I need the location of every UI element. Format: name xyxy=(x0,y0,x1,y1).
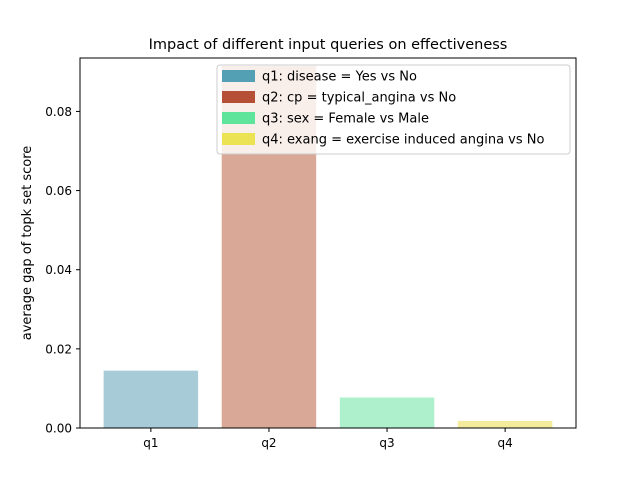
x-tick-label-q3: q3 xyxy=(379,436,394,450)
legend-label-q3: q3: sex = Female vs Male xyxy=(262,112,429,127)
bar-q1 xyxy=(103,370,199,428)
legend-swatch-q4 xyxy=(222,133,255,145)
y-axis-label: average gap of topk set score xyxy=(20,146,35,341)
legend: q1: disease = Yes vs No q2: cp = typical_… xyxy=(216,64,571,155)
chart-title: Impact of different input queries on eff… xyxy=(149,37,508,53)
bar-q4 xyxy=(457,420,553,428)
y-tick-label: 0.06 xyxy=(45,184,72,198)
bar-q3 xyxy=(339,397,435,428)
legend-swatch-q2 xyxy=(222,91,255,103)
legend-swatch-q3 xyxy=(222,112,255,124)
x-axis-ticks: q1 q2 q3 q4 xyxy=(143,428,513,450)
legend-entries: q1: disease = Yes vs No q2: cp = typical_… xyxy=(222,70,544,148)
x-tick-label-q4: q4 xyxy=(498,436,513,450)
x-tick-label-q1: q1 xyxy=(143,436,158,450)
plot-frame xyxy=(79,57,577,429)
y-tick-label: 0.00 xyxy=(45,422,72,436)
legend-label-q2: q2: cp = typical_angina vs No xyxy=(262,91,456,106)
legend-label-q4: q4: exang = exercise induced angina vs N… xyxy=(262,133,544,148)
legend-box xyxy=(216,64,571,155)
y-tick-label: 0.08 xyxy=(45,105,72,119)
y-tick-label: 0.02 xyxy=(45,342,72,356)
legend-label-q1: q1: disease = Yes vs No xyxy=(262,70,417,85)
legend-swatch-q1 xyxy=(222,70,255,82)
x-tick-label-q2: q2 xyxy=(261,436,276,450)
y-axis-ticks: 0.00 0.02 0.04 0.06 0.08 xyxy=(45,105,80,436)
y-tick-label: 0.04 xyxy=(45,263,72,277)
